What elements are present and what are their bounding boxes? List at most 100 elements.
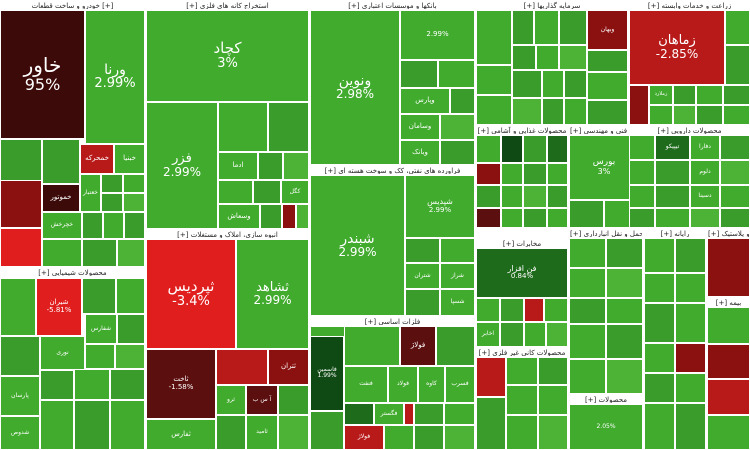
stock-tile[interactable]: خعتبار [80,174,101,212]
stock-tile[interactable] [405,289,440,316]
stock-tile[interactable] [414,425,444,450]
stock-tile[interactable]: 2.99% [400,10,475,60]
stock-tile[interactable] [542,70,564,98]
sector-header[interactable]: [+] مخابرات [476,238,568,248]
stock-tile[interactable]: وسعاش [218,204,260,229]
stock-tile[interactable] [725,10,750,45]
stock-tile[interactable] [644,238,675,273]
stock-tile[interactable]: دسینا [690,185,720,208]
stock-tile[interactable] [696,105,723,125]
stock-tile[interactable] [85,344,115,369]
sector-header[interactable]: [+] محصولات غذایی و آشامی [476,125,568,135]
stock-tile[interactable] [720,160,750,185]
stock-tile[interactable] [720,208,750,228]
stock-tile[interactable] [400,60,438,88]
sector-header[interactable]: [+] زراعت و خدمات وابسته [629,0,750,10]
stock-tile[interactable] [115,344,145,369]
stock-tile[interactable] [476,95,512,125]
stock-tile[interactable]: تیپیکو [655,135,690,160]
sector-header[interactable]: [+] لاستیک و پلاستیک [707,228,750,238]
stock-tile[interactable] [536,45,559,70]
stock-tile[interactable] [587,50,628,72]
stock-tile[interactable] [569,200,604,228]
stock-tile[interactable] [675,343,706,373]
stock-tile[interactable]: ثاخت -1.58% [146,349,216,419]
stock-tile[interactable]: فولاژ [344,425,384,450]
stock-tile[interactable] [476,135,501,163]
sector-header[interactable]: [+] سرمایه گذاریها [476,0,628,10]
stock-tile[interactable] [436,326,475,366]
stock-tile[interactable]: دفارا [690,135,720,160]
stock-tile[interactable]: شیران -5.81% [36,278,82,336]
sector-header[interactable]: [+] استخراج کانه های فلزی [146,0,309,10]
stock-tile[interactable] [476,185,501,208]
stock-tile[interactable] [655,160,690,185]
stock-tile[interactable] [476,10,512,65]
stock-tile[interactable] [110,369,145,400]
stock-tile[interactable] [501,185,523,208]
stock-tile[interactable]: خبنیا [114,144,145,174]
stock-tile[interactable]: ثامید [246,415,278,450]
stock-tile[interactable] [278,385,309,415]
stock-tile[interactable] [117,314,145,344]
stock-tile[interactable] [547,185,568,208]
stock-tile[interactable]: ورنا 2.99% [85,10,145,144]
stock-tile[interactable] [547,135,568,163]
stock-tile[interactable] [216,349,268,385]
stock-tile[interactable]: خچرخش [42,212,82,239]
stock-tile[interactable] [606,268,643,298]
stock-tile[interactable] [644,403,675,450]
stock-tile[interactable] [644,373,675,403]
stock-tile[interactable]: وپارس [400,88,450,114]
stock-tile[interactable]: فن افزار 0.84% [476,248,568,298]
stock-tile[interactable] [216,415,246,450]
stock-tile[interactable] [476,357,506,397]
stock-tile[interactable] [444,425,475,450]
stock-tile[interactable]: خاور 95% [0,10,85,139]
stock-tile[interactable] [523,135,547,163]
stock-tile[interactable] [523,208,547,228]
stock-tile[interactable] [344,403,374,425]
stock-tile[interactable] [707,238,750,297]
sector-header[interactable]: خودرو و ساخت قطعات [+] [0,0,145,10]
stock-tile[interactable]: فاسمین 1.99% [310,336,344,411]
stock-tile[interactable]: ثشاهد 2.99% [236,239,309,349]
stock-tile[interactable] [282,204,296,229]
sector-header[interactable]: [+] محصولات [569,394,643,404]
stock-tile[interactable] [569,298,606,324]
stock-tile[interactable]: کاوه [418,366,445,403]
stock-tile[interactable] [707,307,750,344]
stock-tile[interactable] [117,239,145,267]
stock-tile[interactable]: زملارد [649,85,673,105]
stock-tile[interactable]: کچاد 3% [146,10,309,102]
stock-tile[interactable] [675,238,706,273]
stock-tile[interactable] [501,135,523,163]
stock-tile[interactable] [42,239,82,267]
stock-tile[interactable] [673,85,696,105]
stock-tile[interactable] [101,174,123,193]
stock-tile[interactable] [629,208,655,228]
stock-tile[interactable] [296,204,309,229]
sector-header[interactable]: [+] محصولات شیمیایی [0,267,145,277]
sector-header[interactable]: [+] محصولات کانی غیر فلزی [476,347,568,357]
stock-tile[interactable]: فولاژ [400,326,436,366]
stock-tile[interactable] [0,336,40,376]
stock-tile[interactable] [707,344,750,379]
stock-tile[interactable]: شدوص [0,416,40,450]
stock-tile[interactable] [629,185,655,208]
stock-tile[interactable] [675,303,706,343]
stock-tile[interactable] [564,70,587,98]
stock-tile[interactable] [547,163,568,185]
stock-tile[interactable] [538,415,568,450]
stock-tile[interactable] [606,298,643,324]
stock-tile[interactable] [123,193,145,212]
stock-tile[interactable] [544,298,568,322]
stock-tile[interactable]: فسرب [445,366,475,403]
stock-tile[interactable] [673,105,696,125]
stock-tile[interactable] [384,425,414,450]
stock-tile[interactable] [82,278,116,314]
stock-tile[interactable] [253,180,281,204]
stock-tile[interactable] [524,322,546,347]
stock-tile[interactable]: ثرو [216,385,246,415]
stock-tile[interactable]: فزر 2.99% [146,102,218,229]
